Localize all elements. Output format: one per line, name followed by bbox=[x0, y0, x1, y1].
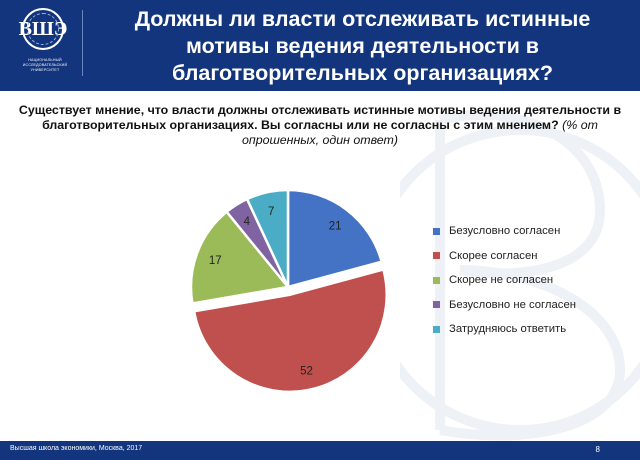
legend-item-5: Затрудняюсь ответить bbox=[433, 317, 576, 342]
data-label-4: 4 bbox=[244, 216, 251, 228]
page-number: 8 bbox=[595, 445, 600, 454]
title-line-1: Должны ли власти отслеживать истинные bbox=[134, 7, 591, 31]
legend-swatch bbox=[433, 252, 440, 260]
question-note: (% от опрошенных, один ответ) bbox=[241, 118, 598, 147]
pie-slice-2 bbox=[192, 267, 388, 394]
pie-slice-3 bbox=[189, 210, 291, 305]
pie-slice-5 bbox=[245, 188, 290, 288]
footer-bar: Высшая школа экономики, Москва, 2017 8 bbox=[0, 441, 640, 460]
survey-question: Существует мнение, что власти должны отс… bbox=[16, 103, 624, 148]
logo-caption: НАЦИОНАЛЬНЫЙ ИССЛЕДОВАТЕЛЬСКИЙ УНИВЕРСИТ… bbox=[22, 58, 68, 72]
data-label-2: 52 bbox=[300, 366, 313, 378]
legend-swatch bbox=[433, 325, 440, 333]
pie-slice-1 bbox=[286, 188, 384, 289]
question-text: Существует мнение, что власти должны отс… bbox=[18, 103, 622, 132]
legend-item-2: Скорее согласен bbox=[433, 244, 576, 269]
legend-swatch bbox=[433, 301, 440, 309]
header-bar: ВШЭ НАЦИОНАЛЬНЫЙ ИССЛЕДОВАТЕЛЬСКИЙ УНИВЕ… bbox=[0, 0, 640, 91]
legend-label: Безусловно согласен bbox=[449, 225, 561, 238]
legend-label: Скорее согласен bbox=[449, 249, 538, 262]
data-label-1: 21 bbox=[329, 220, 342, 232]
background-watermark bbox=[400, 100, 640, 450]
slide-title: Должны ли власти отслеживать истинные мо… bbox=[95, 6, 630, 87]
legend-swatch bbox=[433, 227, 440, 235]
title-line-2: мотивы ведения деятельности в bbox=[186, 34, 539, 58]
legend-item-3: Скорее не согласен bbox=[433, 268, 576, 293]
legend-swatch bbox=[433, 276, 440, 284]
legend-item-4: Безусловно не согласен bbox=[433, 293, 576, 318]
legend-label: Затрудняюсь ответить bbox=[449, 323, 567, 336]
data-label-5: 7 bbox=[268, 206, 274, 218]
footer-text: Высшая школа экономики, Москва, 2017 bbox=[10, 445, 143, 452]
title-line-3: благотворительных организациях? bbox=[171, 61, 554, 85]
data-label-3: 17 bbox=[209, 255, 222, 267]
chart-legend: Безусловно согласен Скорее согласен Скорее… bbox=[433, 219, 576, 342]
legend-label: Скорее не согласен bbox=[449, 274, 554, 287]
header-divider bbox=[82, 10, 83, 76]
legend-label: Безусловно не согласен bbox=[449, 298, 576, 311]
legend-item-1: Безусловно согласен bbox=[433, 219, 576, 244]
hse-logo: ВШЭ НАЦИОНАЛЬНЫЙ ИССЛЕДОВАТЕЛЬСКИЙ УНИВЕ… bbox=[0, 0, 80, 91]
logo-inner-ring bbox=[27, 13, 59, 45]
